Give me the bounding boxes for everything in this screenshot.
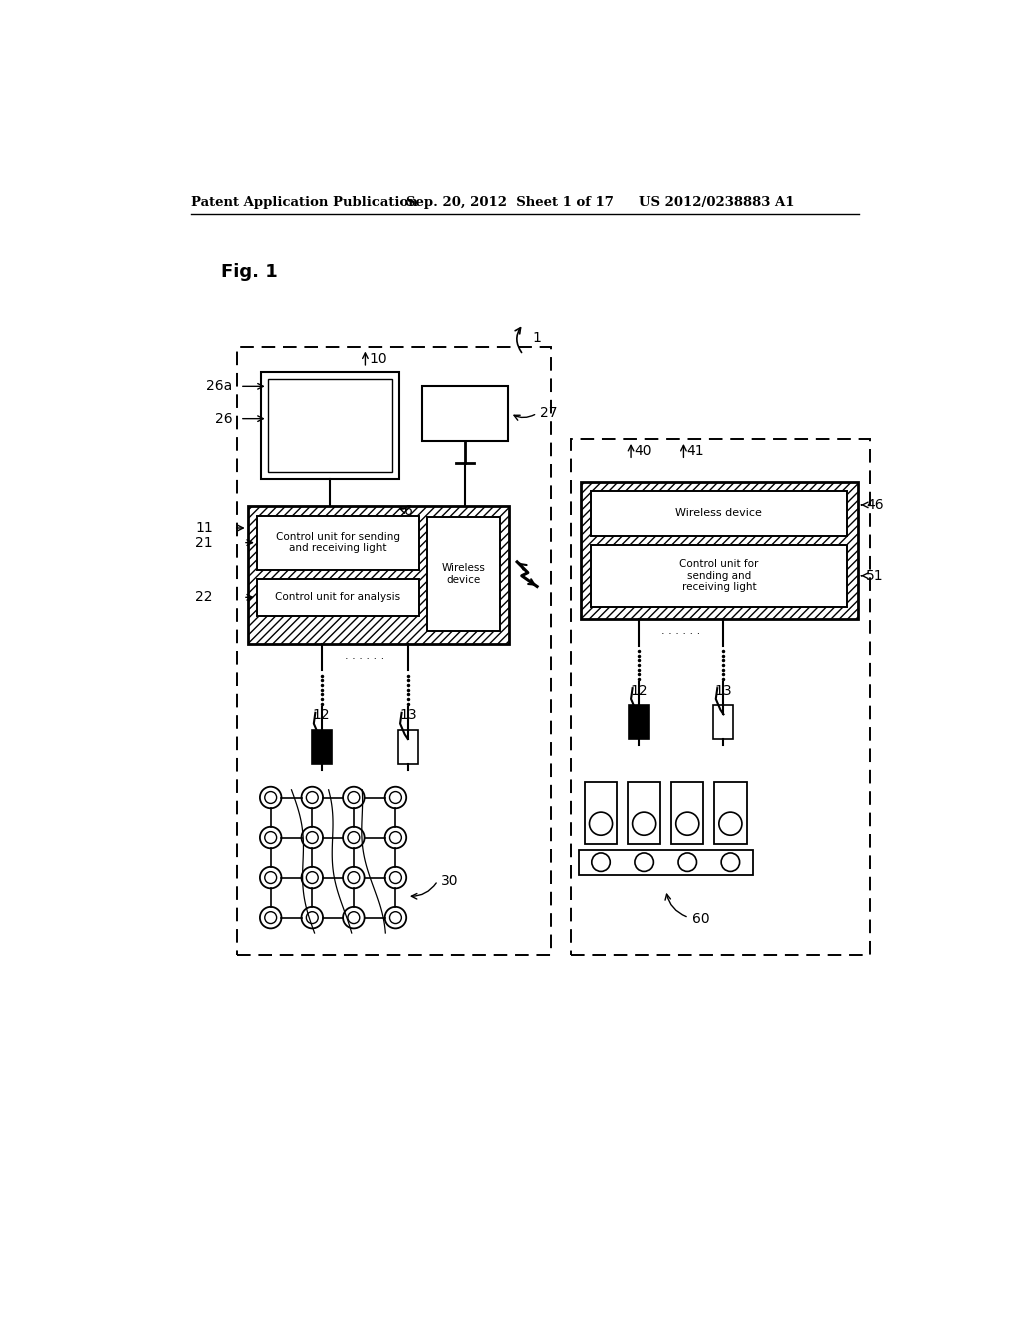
Bar [591, 491, 847, 536]
Text: Control unit for sending
and receiving light: Control unit for sending and receiving l… [275, 532, 399, 553]
Text: Patent Application Publication: Patent Application Publication [190, 195, 418, 209]
Bar [714, 781, 746, 843]
Text: · · · · · ·: · · · · · · [662, 630, 700, 639]
Bar [714, 705, 733, 739]
Text: 12: 12 [630, 684, 647, 697]
Text: Wireless
device: Wireless device [441, 564, 485, 585]
Bar [579, 850, 753, 875]
Text: 13: 13 [715, 684, 732, 697]
Text: 12: 12 [312, 708, 331, 722]
Text: 60: 60 [692, 912, 710, 927]
Bar [257, 578, 419, 615]
Text: 11: 11 [196, 521, 213, 535]
Bar [571, 440, 869, 956]
Bar [237, 347, 551, 956]
Bar [581, 482, 858, 619]
Text: 40: 40 [634, 444, 651, 458]
Bar [628, 781, 660, 843]
Text: Fig. 1: Fig. 1 [221, 264, 279, 281]
Text: 10: 10 [370, 351, 387, 366]
Text: 13: 13 [399, 708, 417, 722]
Text: 51: 51 [866, 569, 884, 582]
Bar [629, 705, 649, 739]
Text: 30: 30 [441, 874, 459, 887]
Bar [422, 385, 508, 441]
Bar [397, 730, 418, 763]
Text: Control unit for analysis: Control unit for analysis [275, 593, 400, 602]
Text: 27: 27 [541, 407, 558, 420]
Bar [261, 372, 398, 479]
Text: US 2012/0238883 A1: US 2012/0238883 A1 [639, 195, 795, 209]
Text: Control unit for
sending and
receiving light: Control unit for sending and receiving l… [679, 560, 759, 593]
Text: 26a: 26a [206, 379, 232, 393]
Text: 1: 1 [532, 331, 542, 345]
Bar [585, 781, 617, 843]
Text: 46: 46 [866, 498, 884, 512]
Text: 22: 22 [196, 590, 213, 605]
Text: 26: 26 [215, 412, 232, 425]
Text: 6: 6 [403, 504, 413, 517]
Text: Wireless device: Wireless device [676, 508, 762, 519]
Bar [257, 516, 419, 570]
Text: 21: 21 [196, 536, 213, 549]
Text: 41: 41 [686, 444, 705, 458]
Text: Sep. 20, 2012  Sheet 1 of 17: Sep. 20, 2012 Sheet 1 of 17 [407, 195, 614, 209]
Bar [427, 517, 500, 631]
Text: · · · · · ·: · · · · · · [345, 653, 384, 664]
Bar [671, 781, 703, 843]
Bar [268, 379, 391, 471]
Bar [311, 730, 332, 763]
Bar [248, 507, 509, 644]
Bar [591, 545, 847, 607]
